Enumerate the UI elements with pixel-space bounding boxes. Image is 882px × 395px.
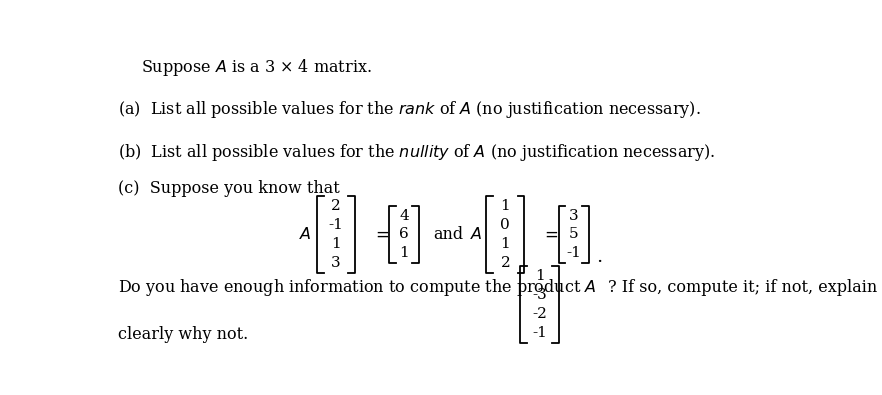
Text: -2: -2 — [532, 307, 547, 321]
Text: 1: 1 — [400, 246, 409, 260]
Text: (a)  List all possible values for the $\mathit{rank}$ of $A$ (no justification n: (a) List all possible values for the $\m… — [118, 99, 701, 120]
Text: 3: 3 — [331, 256, 340, 270]
Text: 1: 1 — [331, 237, 340, 251]
Text: 2: 2 — [500, 256, 510, 270]
Text: Do you have enough information to compute the product $A$: Do you have enough information to comput… — [118, 277, 597, 298]
Text: (c)  Suppose you know that: (c) Suppose you know that — [118, 181, 340, 198]
Text: ? If so, compute it; if not, explain: ? If so, compute it; if not, explain — [608, 279, 877, 296]
Text: -1: -1 — [328, 218, 343, 232]
Text: -1: -1 — [566, 246, 581, 260]
Text: 4: 4 — [400, 209, 409, 223]
Text: (b)  List all possible values for the $\mathit{nullity}$ of $A$ (no justificatio: (b) List all possible values for the $\m… — [118, 142, 715, 163]
Text: -1: -1 — [532, 326, 547, 340]
Text: clearly why not.: clearly why not. — [118, 326, 249, 343]
Text: 3: 3 — [569, 209, 579, 223]
Text: $A$: $A$ — [469, 226, 482, 243]
Text: -3: -3 — [532, 288, 547, 302]
Text: $=$: $=$ — [371, 226, 389, 243]
Text: $A$: $A$ — [299, 226, 311, 243]
Text: 1: 1 — [500, 237, 510, 251]
Text: Suppose $A$ is a 3 × 4 matrix.: Suppose $A$ is a 3 × 4 matrix. — [141, 56, 372, 78]
Text: 6: 6 — [400, 228, 409, 241]
Text: 0: 0 — [500, 218, 510, 232]
Text: 2: 2 — [331, 199, 340, 213]
Text: 5: 5 — [569, 228, 579, 241]
Text: 1: 1 — [534, 269, 544, 283]
Text: .: . — [596, 248, 602, 266]
Text: $=$: $=$ — [541, 226, 558, 243]
Text: 1: 1 — [500, 199, 510, 213]
Text: and: and — [434, 226, 464, 243]
